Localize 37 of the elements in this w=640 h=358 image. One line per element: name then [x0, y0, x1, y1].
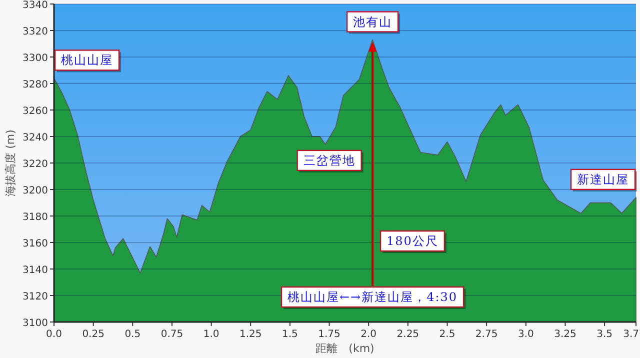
- x-tick-label: 1.0: [203, 329, 220, 340]
- y-tick-label: 3100: [22, 318, 48, 329]
- annotation: 180公尺: [386, 234, 438, 248]
- y-axis-title: 海拔高度 (m): [4, 130, 17, 196]
- y-tick-label: 3180: [22, 212, 48, 223]
- x-tick-label: 0.75: [160, 329, 184, 340]
- annotation: 池有山: [353, 14, 392, 29]
- x-tick-label: 2.5: [439, 329, 456, 340]
- y-tick-label: 3260: [22, 106, 48, 117]
- x-tick-label: 0.5: [124, 329, 141, 340]
- annotation: 桃山山屋: [61, 53, 113, 68]
- y-tick-label: 3120: [22, 292, 48, 302]
- x-tick-label: 2.25: [396, 329, 420, 340]
- annotation: 桃山山屋←→新達山屋，4:30: [287, 290, 458, 304]
- x-tick-label: 2.75: [475, 329, 498, 340]
- x-tick-label: 0.0: [46, 329, 62, 340]
- x-tick-label: 3.7: [623, 329, 639, 340]
- x-tick-label: 1.5: [282, 329, 298, 340]
- y-tick-label: 3300: [22, 53, 48, 64]
- y-tick-label: 3280: [22, 80, 48, 90]
- x-tick-label: 3.5: [596, 329, 612, 340]
- y-tick-label: 3220: [22, 159, 48, 170]
- x-tick-label: 0.25: [82, 329, 104, 340]
- y-tick-label: 3160: [22, 238, 48, 250]
- x-tick-label: 2.0: [360, 329, 377, 340]
- annotation: 三岔營地: [303, 153, 356, 168]
- x-tick-label: 3.0: [518, 329, 534, 340]
- y-tick-label: 3240: [22, 132, 48, 144]
- annotation: 新達山屋: [577, 172, 629, 186]
- y-tick-label: 3320: [22, 26, 48, 38]
- x-axis-title: 距離 (km): [316, 342, 374, 355]
- y-tick-label: 3140: [22, 265, 48, 276]
- y-tick-label: 3340: [22, 0, 48, 11]
- y-tick-label: 3200: [22, 186, 48, 196]
- x-tick-label: 3.25: [554, 329, 576, 340]
- x-tick-label: 1.25: [239, 329, 262, 340]
- x-tick-label: 1.75: [318, 329, 340, 340]
